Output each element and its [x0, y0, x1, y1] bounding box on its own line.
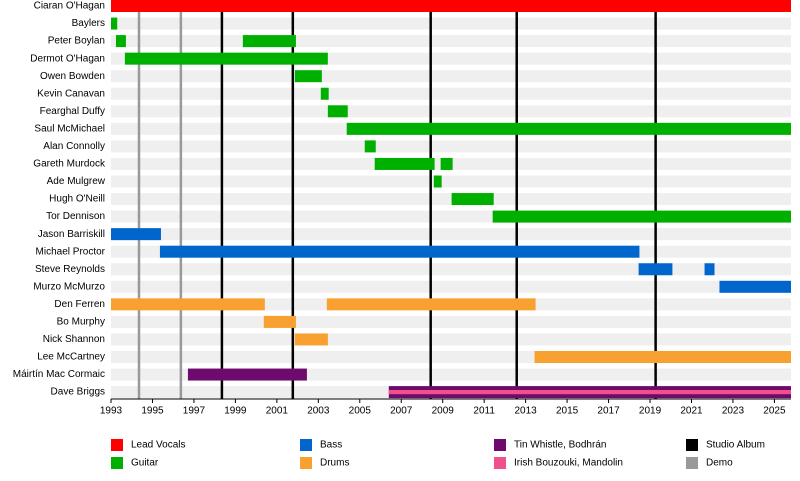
x-tick-label: 1997 [183, 406, 206, 417]
row-band [111, 70, 791, 83]
x-tick-label: 2015 [556, 406, 579, 417]
x-tick-label: 2009 [432, 406, 455, 417]
role-bar [111, 17, 118, 30]
member-label: Baylers [72, 18, 105, 29]
x-tick-label: 2021 [680, 406, 703, 417]
legend-label: Guitar [131, 458, 159, 469]
x-tick-label: 2003 [307, 406, 330, 417]
member-label: Murzo McMurzo [33, 281, 105, 292]
row-band [111, 333, 791, 346]
row-band [111, 35, 791, 48]
row-band [111, 105, 791, 118]
row-band [111, 193, 791, 206]
row-band [111, 175, 791, 188]
member-label: Steve Reynolds [35, 264, 105, 275]
bars [111, 0, 791, 399]
legend-label: Lead Vocals [131, 440, 186, 451]
event-lines [137, 0, 657, 399]
member-label: Fearghal Duffy [40, 106, 105, 117]
x-tick-label: 2013 [515, 406, 538, 417]
legend-swatch [300, 457, 312, 469]
member-label: Saul McMichael [34, 123, 105, 134]
role-bar [124, 52, 328, 65]
x-tick-label: 2017 [597, 406, 620, 417]
role-bar [364, 140, 376, 153]
legend-swatch [111, 457, 123, 469]
role-bar [492, 210, 791, 223]
member-label: Tor Dennison [46, 211, 105, 222]
role-bar [374, 157, 435, 170]
legend-swatch [300, 439, 312, 451]
row-band [111, 17, 791, 30]
role-bar [263, 315, 296, 328]
member-label: Alan Connolly [43, 141, 105, 152]
member-label: Michael Proctor [36, 246, 106, 257]
x-tick-label: 2023 [722, 406, 745, 417]
member-label: Gareth Murdock [33, 159, 106, 170]
role-bar [111, 298, 265, 311]
role-bar [115, 35, 126, 48]
x-tick-label: 1999 [224, 406, 247, 417]
role-bar [704, 263, 715, 276]
role-bar [242, 35, 296, 48]
role-bar [294, 333, 328, 346]
role-bar [320, 87, 329, 100]
row-band [111, 280, 791, 293]
role-bar [719, 280, 791, 293]
role-bar [326, 298, 536, 311]
role-bar [451, 193, 494, 206]
role-bar [294, 70, 322, 83]
legend-label: Irish Bouzouki, Mandolin [514, 458, 623, 469]
role-bar [159, 245, 640, 258]
x-tick-label: 1993 [100, 406, 123, 417]
role-bar [534, 351, 791, 363]
role-bar [440, 157, 453, 170]
legend-label: Demo [706, 458, 733, 469]
x-tick-label: 2019 [639, 406, 662, 417]
row-band [111, 228, 791, 241]
legend-swatch [494, 457, 506, 469]
member-label: Jason Barriskill [38, 229, 105, 240]
legend-swatch [111, 439, 123, 451]
x-tick-label: 2007 [390, 406, 413, 417]
legend-swatch [686, 457, 698, 469]
legend-label: Studio Album [706, 440, 765, 451]
legend-label: Drums [320, 458, 349, 469]
legend-swatch [494, 439, 506, 451]
x-tick-label: 2025 [763, 406, 786, 417]
member-label: Hugh O'Neill [49, 194, 105, 205]
member-label: Bo Murphy [57, 317, 105, 328]
member-label: Lee McCartney [37, 352, 105, 363]
role-bar [111, 0, 791, 12]
role-bar [327, 105, 348, 118]
role-bar [346, 122, 791, 135]
role-bar [433, 175, 442, 188]
legend-label: Tin Whistle, Bodhrán [514, 440, 606, 451]
member-label: Ade Mulgrew [47, 176, 106, 187]
x-tick-label: 2011 [473, 406, 495, 417]
row-band [111, 140, 791, 153]
member-label: Owen Bowden [40, 71, 105, 82]
row-band [111, 87, 791, 100]
member-label: Dermot O'Hagan [30, 53, 105, 64]
x-tick-label: 2001 [266, 406, 289, 417]
legend-swatch [686, 439, 698, 451]
row-band [111, 315, 791, 328]
x-tick-label: 1995 [141, 406, 164, 417]
role-bar [638, 263, 673, 276]
member-label: Kevin Canavan [37, 88, 105, 99]
member-label: Dave Briggs [51, 387, 105, 398]
member-label: Ciaran O'Hagan [34, 1, 105, 12]
role-bar [187, 368, 307, 381]
x-tick-label: 2005 [349, 406, 372, 417]
member-label: Den Ferren [54, 299, 105, 310]
member-label: Nick Shannon [43, 334, 105, 345]
role-bar [388, 390, 791, 395]
member-label: Peter Boylan [48, 36, 105, 47]
member-label: Máirtín Mac Cormaic [13, 369, 105, 380]
role-bar [111, 228, 161, 241]
legend-label: Bass [320, 440, 342, 451]
row-band [111, 263, 791, 276]
